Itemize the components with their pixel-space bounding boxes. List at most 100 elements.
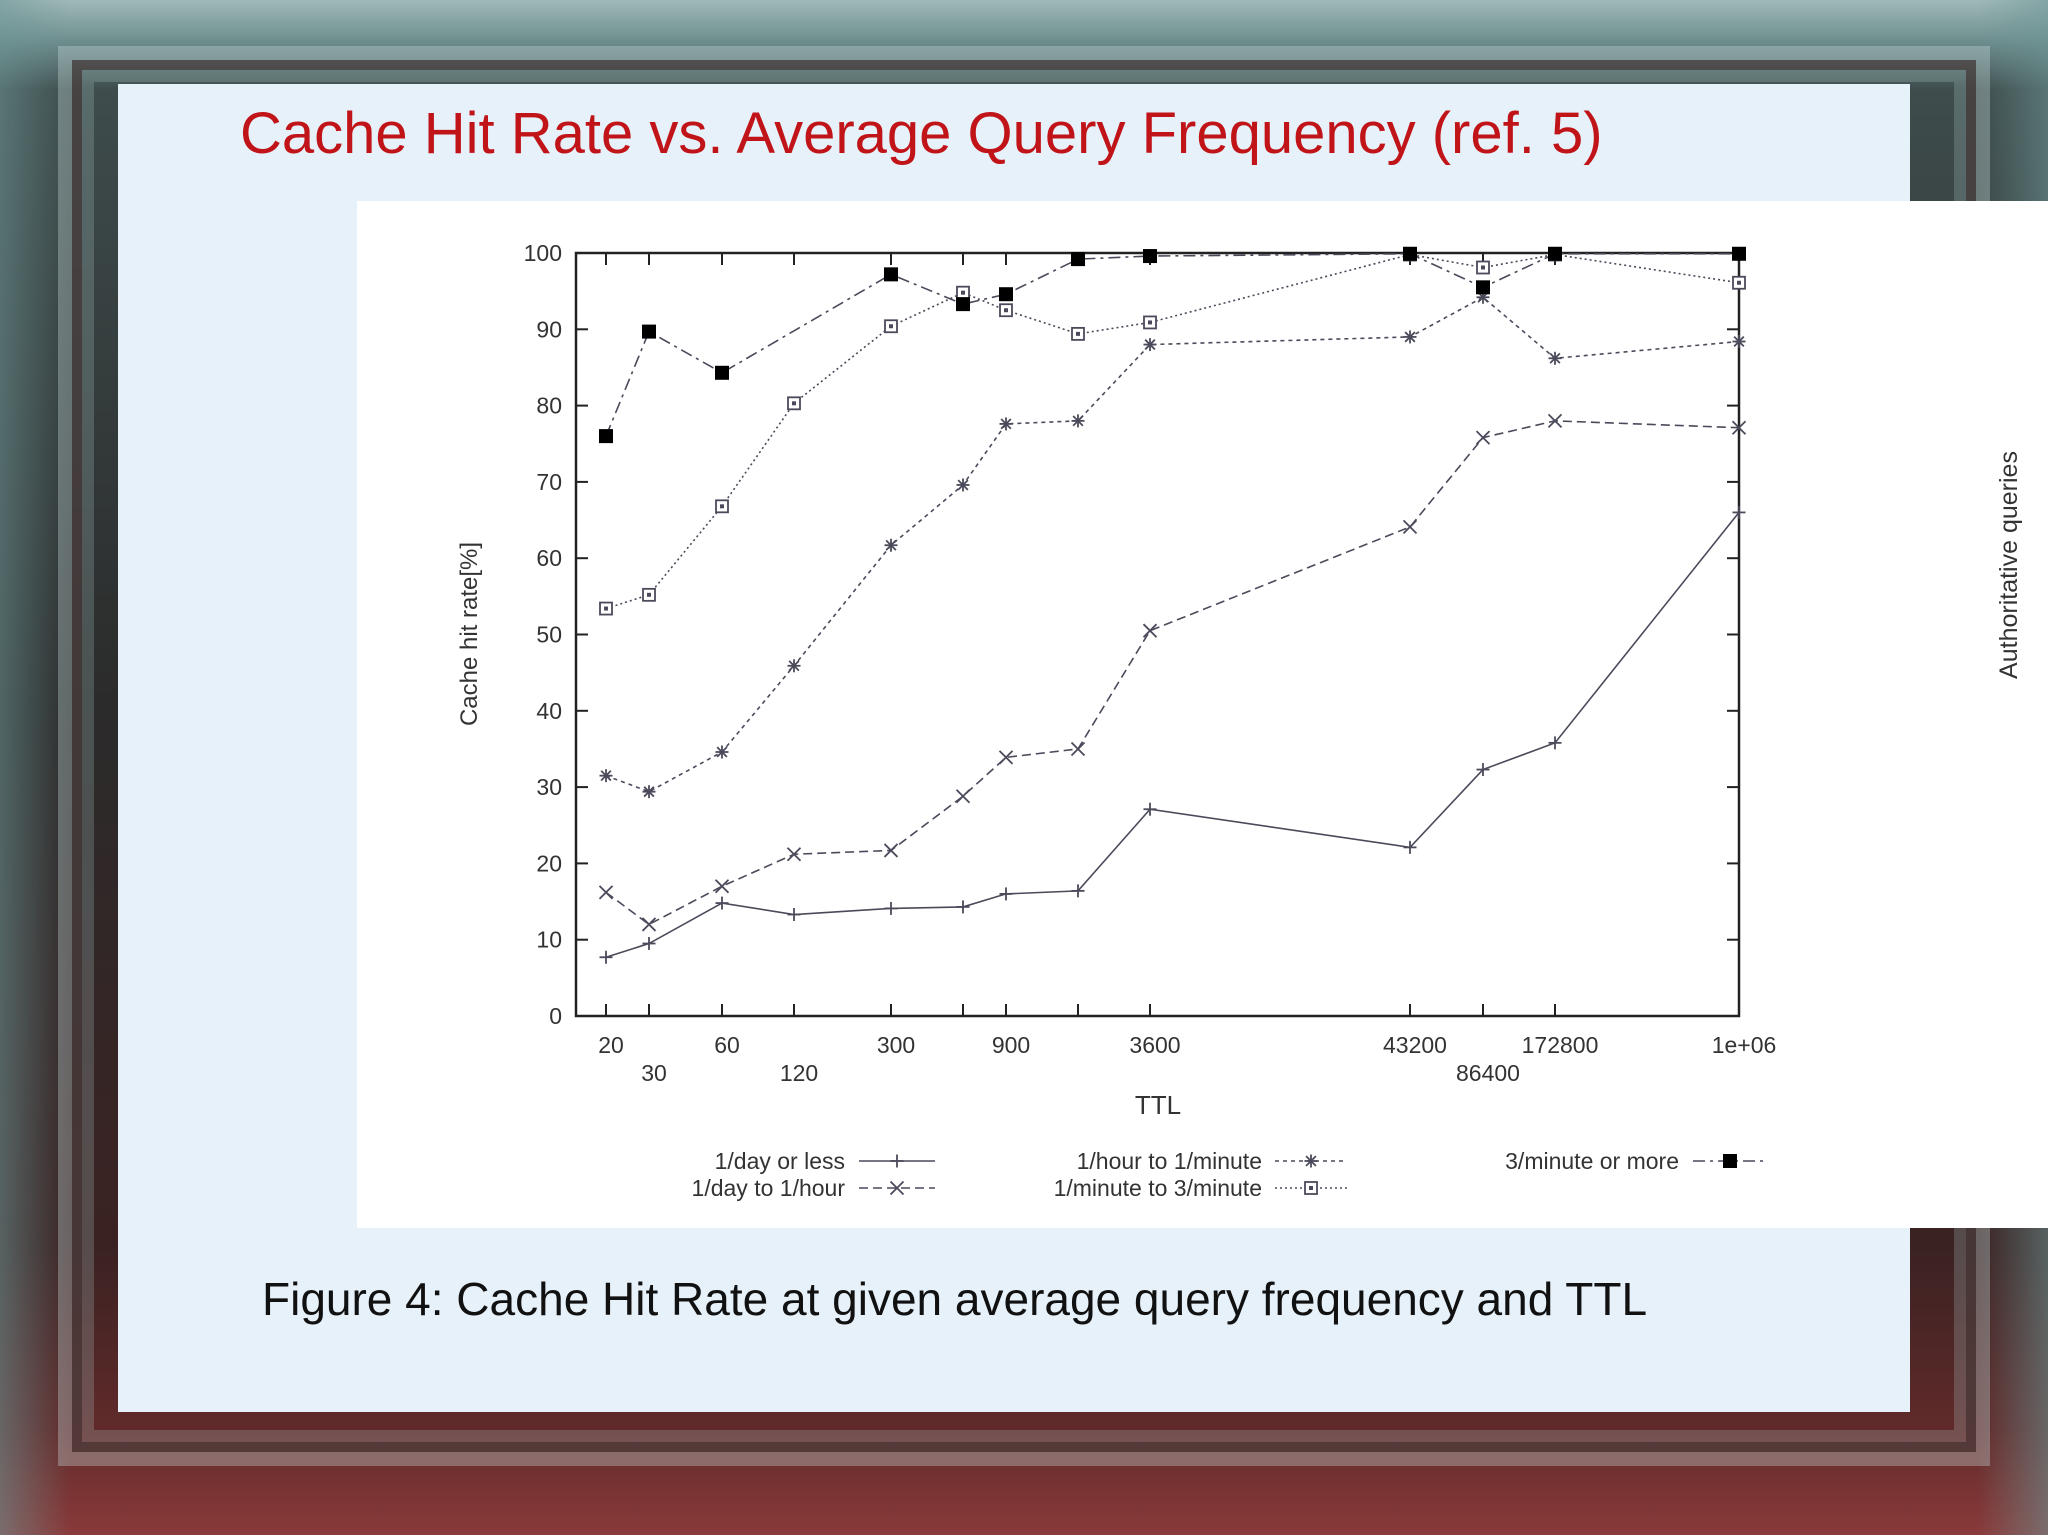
data-point bbox=[1476, 280, 1490, 295]
data-point bbox=[1548, 351, 1562, 365]
data-point bbox=[1071, 414, 1085, 428]
data-point bbox=[1475, 430, 1491, 445]
data-point bbox=[1071, 326, 1085, 341]
data-point bbox=[1143, 315, 1157, 330]
y-axis-ticks: 0 10 20 30 40 50 60 70 80 90 100 bbox=[524, 240, 1739, 1029]
data-point bbox=[998, 750, 1014, 765]
y-tick-label: 40 bbox=[536, 698, 562, 724]
series-markers bbox=[598, 246, 1747, 964]
data-point bbox=[642, 785, 656, 799]
data-point bbox=[1143, 249, 1157, 264]
data-point bbox=[787, 396, 801, 411]
data-point bbox=[641, 917, 657, 932]
data-point bbox=[787, 908, 801, 922]
data-point bbox=[999, 417, 1013, 431]
data-point bbox=[599, 950, 613, 964]
plot-frame bbox=[574, 251, 1741, 1018]
data-point bbox=[1403, 330, 1417, 344]
data-point bbox=[1476, 763, 1490, 777]
data-point bbox=[1071, 252, 1085, 267]
x-tick-label: 900 bbox=[992, 1032, 1030, 1058]
x-tick-label: 1e+06 bbox=[1712, 1032, 1777, 1058]
y-tick-label: 90 bbox=[536, 316, 562, 342]
data-point bbox=[715, 745, 729, 759]
data-point bbox=[1143, 802, 1157, 816]
data-point bbox=[884, 901, 898, 915]
series-line-4 bbox=[605, 253, 1740, 610]
y-tick-label: 10 bbox=[536, 927, 562, 953]
legend-label: 3/minute or more bbox=[1505, 1148, 1679, 1174]
data-point bbox=[956, 297, 970, 312]
legend-item: 3/minute or more bbox=[1505, 1148, 1767, 1174]
y-tick-label: 80 bbox=[536, 393, 562, 419]
x-tick-label: 30 bbox=[641, 1060, 667, 1086]
legend-marker bbox=[889, 1180, 905, 1196]
legend-label: 1/hour to 1/minute bbox=[1077, 1148, 1262, 1174]
line-chart: 0 10 20 30 40 50 60 70 80 90 100 20 30 60 120 300 900 36… bbox=[456, 240, 2023, 1201]
data-point bbox=[999, 287, 1013, 302]
side-label: Authoritative queries bbox=[1995, 451, 2023, 679]
x-tick-label: 60 bbox=[714, 1032, 740, 1058]
legend-marker bbox=[1304, 1181, 1318, 1195]
data-point bbox=[884, 319, 898, 334]
data-point bbox=[715, 499, 729, 514]
y-tick-label: 60 bbox=[536, 545, 562, 571]
data-point bbox=[599, 429, 613, 444]
legend-item: 1/day to 1/hour bbox=[692, 1175, 935, 1201]
data-point bbox=[715, 365, 729, 380]
data-point bbox=[1143, 338, 1157, 352]
data-point bbox=[884, 267, 898, 282]
data-point bbox=[884, 538, 898, 552]
x-tick-label: 172800 bbox=[1522, 1032, 1599, 1058]
y-tick-label: 30 bbox=[536, 774, 562, 800]
data-point bbox=[1402, 519, 1418, 535]
figure-caption: Figure 4: Cache Hit Rate at given averag… bbox=[262, 1273, 1648, 1325]
data-point bbox=[956, 285, 970, 300]
data-point bbox=[1732, 275, 1746, 290]
y-tick-label: 50 bbox=[536, 622, 562, 648]
y-axis-label: Cache hit rate[%] bbox=[456, 542, 483, 726]
y-tick-label: 70 bbox=[536, 469, 562, 495]
data-point bbox=[1732, 246, 1746, 261]
data-point bbox=[1732, 505, 1746, 519]
data-point bbox=[999, 303, 1013, 318]
x-tick-label: 3600 bbox=[1129, 1032, 1180, 1058]
data-point bbox=[955, 789, 971, 804]
legend-marker bbox=[890, 1154, 904, 1168]
data-point bbox=[1547, 413, 1563, 428]
data-point bbox=[1403, 840, 1417, 854]
data-point bbox=[956, 478, 970, 492]
data-point bbox=[787, 659, 801, 673]
slide-title: Cache Hit Rate vs. Average Query Frequen… bbox=[240, 101, 1603, 166]
data-point bbox=[1476, 260, 1490, 275]
series-line-2 bbox=[605, 420, 1740, 926]
legend-item: 1/day or less bbox=[715, 1148, 935, 1174]
series-lines bbox=[605, 252, 1740, 959]
y-tick-label: 0 bbox=[549, 1003, 562, 1029]
chart-panel: 0 10 20 30 40 50 60 70 80 90 100 20 30 60 120 300 900 36… bbox=[357, 201, 2048, 1228]
legend-label: 1/day to 1/hour bbox=[692, 1175, 846, 1201]
data-point bbox=[1070, 741, 1086, 757]
legend-label: 1/day or less bbox=[715, 1148, 845, 1174]
x-tick-label: 86400 bbox=[1456, 1060, 1520, 1086]
data-point bbox=[642, 324, 656, 339]
data-point bbox=[1071, 884, 1085, 898]
data-point bbox=[599, 601, 613, 616]
legend-marker bbox=[1304, 1154, 1318, 1168]
data-point bbox=[1548, 736, 1562, 750]
data-point bbox=[598, 885, 614, 900]
data-point bbox=[786, 847, 802, 862]
data-point bbox=[1732, 335, 1746, 349]
legend-item: 1/hour to 1/minute bbox=[1077, 1148, 1347, 1174]
y-tick-label: 100 bbox=[524, 240, 562, 266]
data-point bbox=[1731, 420, 1747, 435]
data-point bbox=[715, 896, 729, 910]
data-point bbox=[599, 769, 613, 783]
data-point bbox=[956, 900, 970, 914]
series-line-5 bbox=[605, 252, 1739, 437]
legend-label: 1/minute to 3/minute bbox=[1054, 1175, 1262, 1201]
data-point bbox=[1142, 623, 1158, 638]
legend-item: 1/minute to 3/minute bbox=[1054, 1175, 1347, 1201]
